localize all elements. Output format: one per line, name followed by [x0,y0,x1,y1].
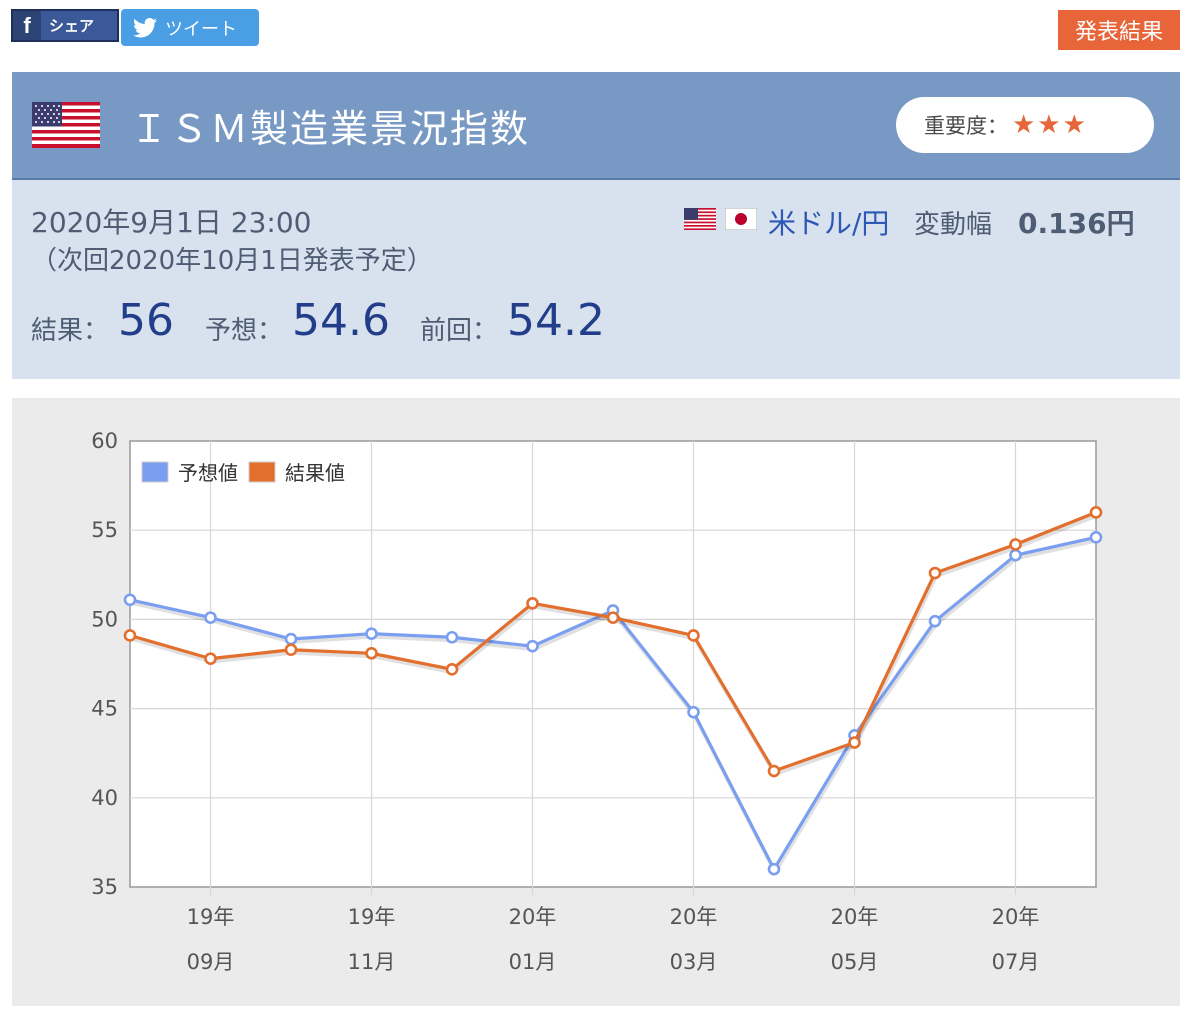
data-point-forecast [284,632,298,646]
y-tick-label: 40 [91,786,118,810]
data-point-forecast [767,862,781,876]
facebook-share-button[interactable]: f シェア [11,9,119,42]
previous-label: 前回： [420,316,499,346]
result-label: 結果： [31,316,110,346]
data-point-result [767,764,781,778]
y-tick-label: 35 [91,875,118,899]
data-point-result [1089,506,1103,519]
legend-swatch-forecast [141,461,169,483]
release-datetime: 2020年9月1日 23:00 [31,206,312,239]
next-release-date: （次回2020年10月1日発表予定） [31,246,433,276]
data-point-forecast [445,630,459,644]
result-value: 56 [118,295,174,346]
y-tick-label: 55 [91,518,118,542]
x-tick-label: 05月 [831,950,879,974]
data-point-forecast [1089,531,1103,544]
x-tick-label: 07月 [992,950,1040,974]
result-tag: 発表結果 [1058,10,1180,50]
plot-area [129,440,1097,888]
data-point-forecast [204,611,217,624]
importance-badge: 重要度： ★★★ [896,97,1154,153]
forecast-label: 予想： [205,316,284,346]
x-tick-label: 03月 [670,950,718,974]
x-tick-label: 20年 [509,905,557,929]
chart-panel: 60 55 50 45 40 35 19年 09月 19年 11月 20年 01月 20年 03月 20年 0… [12,398,1180,1006]
range-value: 0.136円 [1018,207,1135,240]
jp-flag-small-icon [725,208,757,230]
data-point-result [445,663,459,676]
data-point-forecast [365,627,378,640]
legend-label-result: 結果値 [285,461,345,485]
data-point-result [204,652,217,665]
x-tick-label: 09月 [187,950,235,974]
x-tick-label: 11月 [348,950,396,974]
twitter-bird-icon [133,17,157,37]
x-tick-label: 20年 [992,905,1040,929]
twitter-tweet-label: ツイート [165,18,237,40]
release-info-panel [12,180,1180,379]
importance-label: 重要度： [924,114,1008,138]
x-tick-label: 19年 [348,905,396,929]
facebook-share-label: シェア [49,17,95,35]
data-point-forecast [123,593,137,607]
importance-stars-icon: ★★★ [1012,110,1088,140]
y-tick-label: 45 [91,697,118,721]
x-tick-label: 19年 [187,905,235,929]
data-point-result [1009,538,1022,551]
data-point-result [928,566,942,580]
data-point-forecast [526,639,539,653]
data-point-forecast [687,705,700,719]
y-tick-label: 50 [91,607,118,631]
legend-label-forecast: 予想値 [178,461,238,485]
facebook-icon: f [13,11,41,40]
previous-value: 54.2 [507,295,605,346]
us-flag-icon [32,102,100,148]
forecast-value: 54.6 [292,295,390,346]
us-flag-small-icon [684,208,716,230]
data-point-result [526,597,539,610]
data-point-forecast [928,614,942,628]
x-tick-label: 20年 [670,905,718,929]
x-tick-label: 20年 [831,905,879,929]
legend-swatch-result [248,461,276,483]
data-point-result [284,643,298,657]
currency-pair-link[interactable]: 米ドル/円 [768,207,890,240]
data-point-result [365,646,378,660]
data-point-forecast [1009,548,1022,562]
range-label: 変動幅 [914,210,993,240]
data-point-result [123,629,137,642]
data-point-result [687,629,700,642]
x-tick-label: 01月 [509,950,557,974]
data-point-result [848,736,861,749]
page-title: ＩＳＭ製造業景況指数 [130,107,531,151]
twitter-tweet-button[interactable]: ツイート [121,9,259,46]
line-chart: 60 55 50 45 40 35 19年 09月 19年 11月 20年 01月 20年 03月 20年 0… [91,429,1103,974]
data-point-result [606,611,620,624]
y-tick-label: 60 [91,429,118,453]
